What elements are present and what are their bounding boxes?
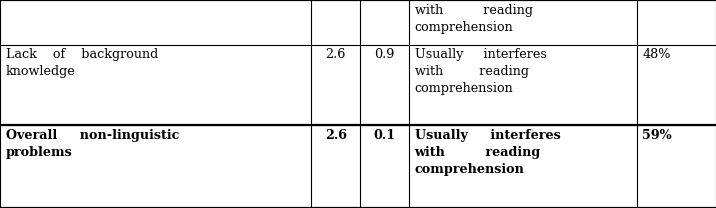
Text: 59%: 59%: [642, 129, 672, 141]
Text: Overall     non-linguistic
problems: Overall non-linguistic problems: [6, 129, 179, 158]
Text: 0.1: 0.1: [374, 129, 395, 141]
Text: Usually     interferes
with         reading
comprehension: Usually interferes with reading comprehe…: [415, 129, 561, 176]
Text: 48%: 48%: [642, 48, 671, 62]
Text: Usually     interferes
with         reading
comprehension: Usually interferes with reading comprehe…: [415, 48, 546, 95]
Text: 2.6: 2.6: [325, 129, 347, 141]
Text: Lack    of    background
knowledge: Lack of background knowledge: [6, 48, 158, 78]
Text: with          reading
comprehension: with reading comprehension: [415, 4, 533, 34]
Text: 2.6: 2.6: [326, 48, 346, 62]
Text: 0.9: 0.9: [374, 48, 395, 62]
